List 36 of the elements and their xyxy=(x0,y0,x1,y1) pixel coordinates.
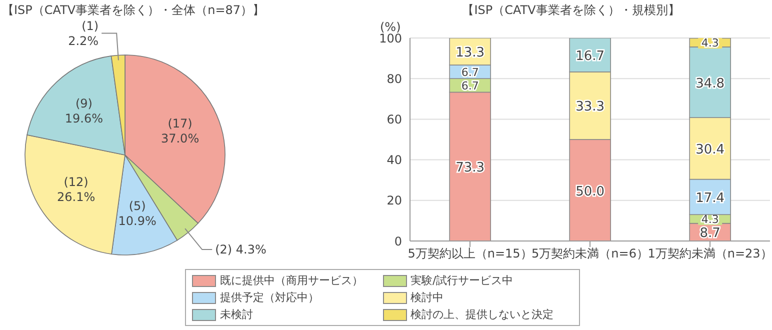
data-label: 33.3 xyxy=(576,100,605,115)
data-label: 30.4 xyxy=(696,142,725,158)
data-label: (1) 2.2% xyxy=(68,18,99,48)
data-label: (9) 19.6% xyxy=(64,96,104,126)
data-label: 16.7 xyxy=(576,48,605,64)
data-label: 73.3 xyxy=(456,160,485,176)
data-label: 8.7 xyxy=(700,226,720,242)
y-tick-label: 40 xyxy=(386,153,402,168)
data-label: (5) 10.9% xyxy=(118,199,156,228)
y-tick-label: 20 xyxy=(386,194,402,208)
y-tick-label: 80 xyxy=(386,72,402,86)
x-tick-label: 5万契約以上（n=15） xyxy=(408,246,532,261)
data-label: 4.3 xyxy=(701,212,719,226)
data-label: (17) 37.0% xyxy=(160,116,200,146)
legend-label: 提供予定（対応中） xyxy=(220,290,319,305)
data-label: 6.7 xyxy=(461,66,479,79)
data-label: (2) 4.3% xyxy=(215,242,266,257)
data-label: 34.8 xyxy=(696,76,725,92)
x-tick-label: 5万契約未満（n=6） xyxy=(532,246,648,261)
data-label: 50.0 xyxy=(576,184,605,200)
data-label: 4.3 xyxy=(701,36,719,50)
legend-label: 未検討 xyxy=(220,307,253,322)
chart-title: 【ISP（CATV事業者を除く）・規模別】 xyxy=(461,2,681,19)
y-tick-label: 60 xyxy=(386,112,402,126)
y-tick-label: 0 xyxy=(394,234,402,248)
x-tick-label: 1万契約未満（n=23） xyxy=(648,246,772,261)
legend-label: 実験/試行サービス中 xyxy=(410,273,514,288)
legend-label: 検討の上、提供しないと決定 xyxy=(410,307,554,322)
data-label: 6.7 xyxy=(461,79,479,92)
data-label: (12) 26.1% xyxy=(56,175,96,204)
legend-label: 検討中 xyxy=(410,290,444,305)
data-label: 13.3 xyxy=(456,46,485,60)
legend-label: 既に提供中（商用サービス） xyxy=(220,273,363,288)
y-axis-title: (%) xyxy=(380,20,401,34)
chart-title: 【ISP（CATV事業者を除く）・全体（n=87）】 xyxy=(2,2,265,19)
data-label: 17.4 xyxy=(696,190,725,206)
